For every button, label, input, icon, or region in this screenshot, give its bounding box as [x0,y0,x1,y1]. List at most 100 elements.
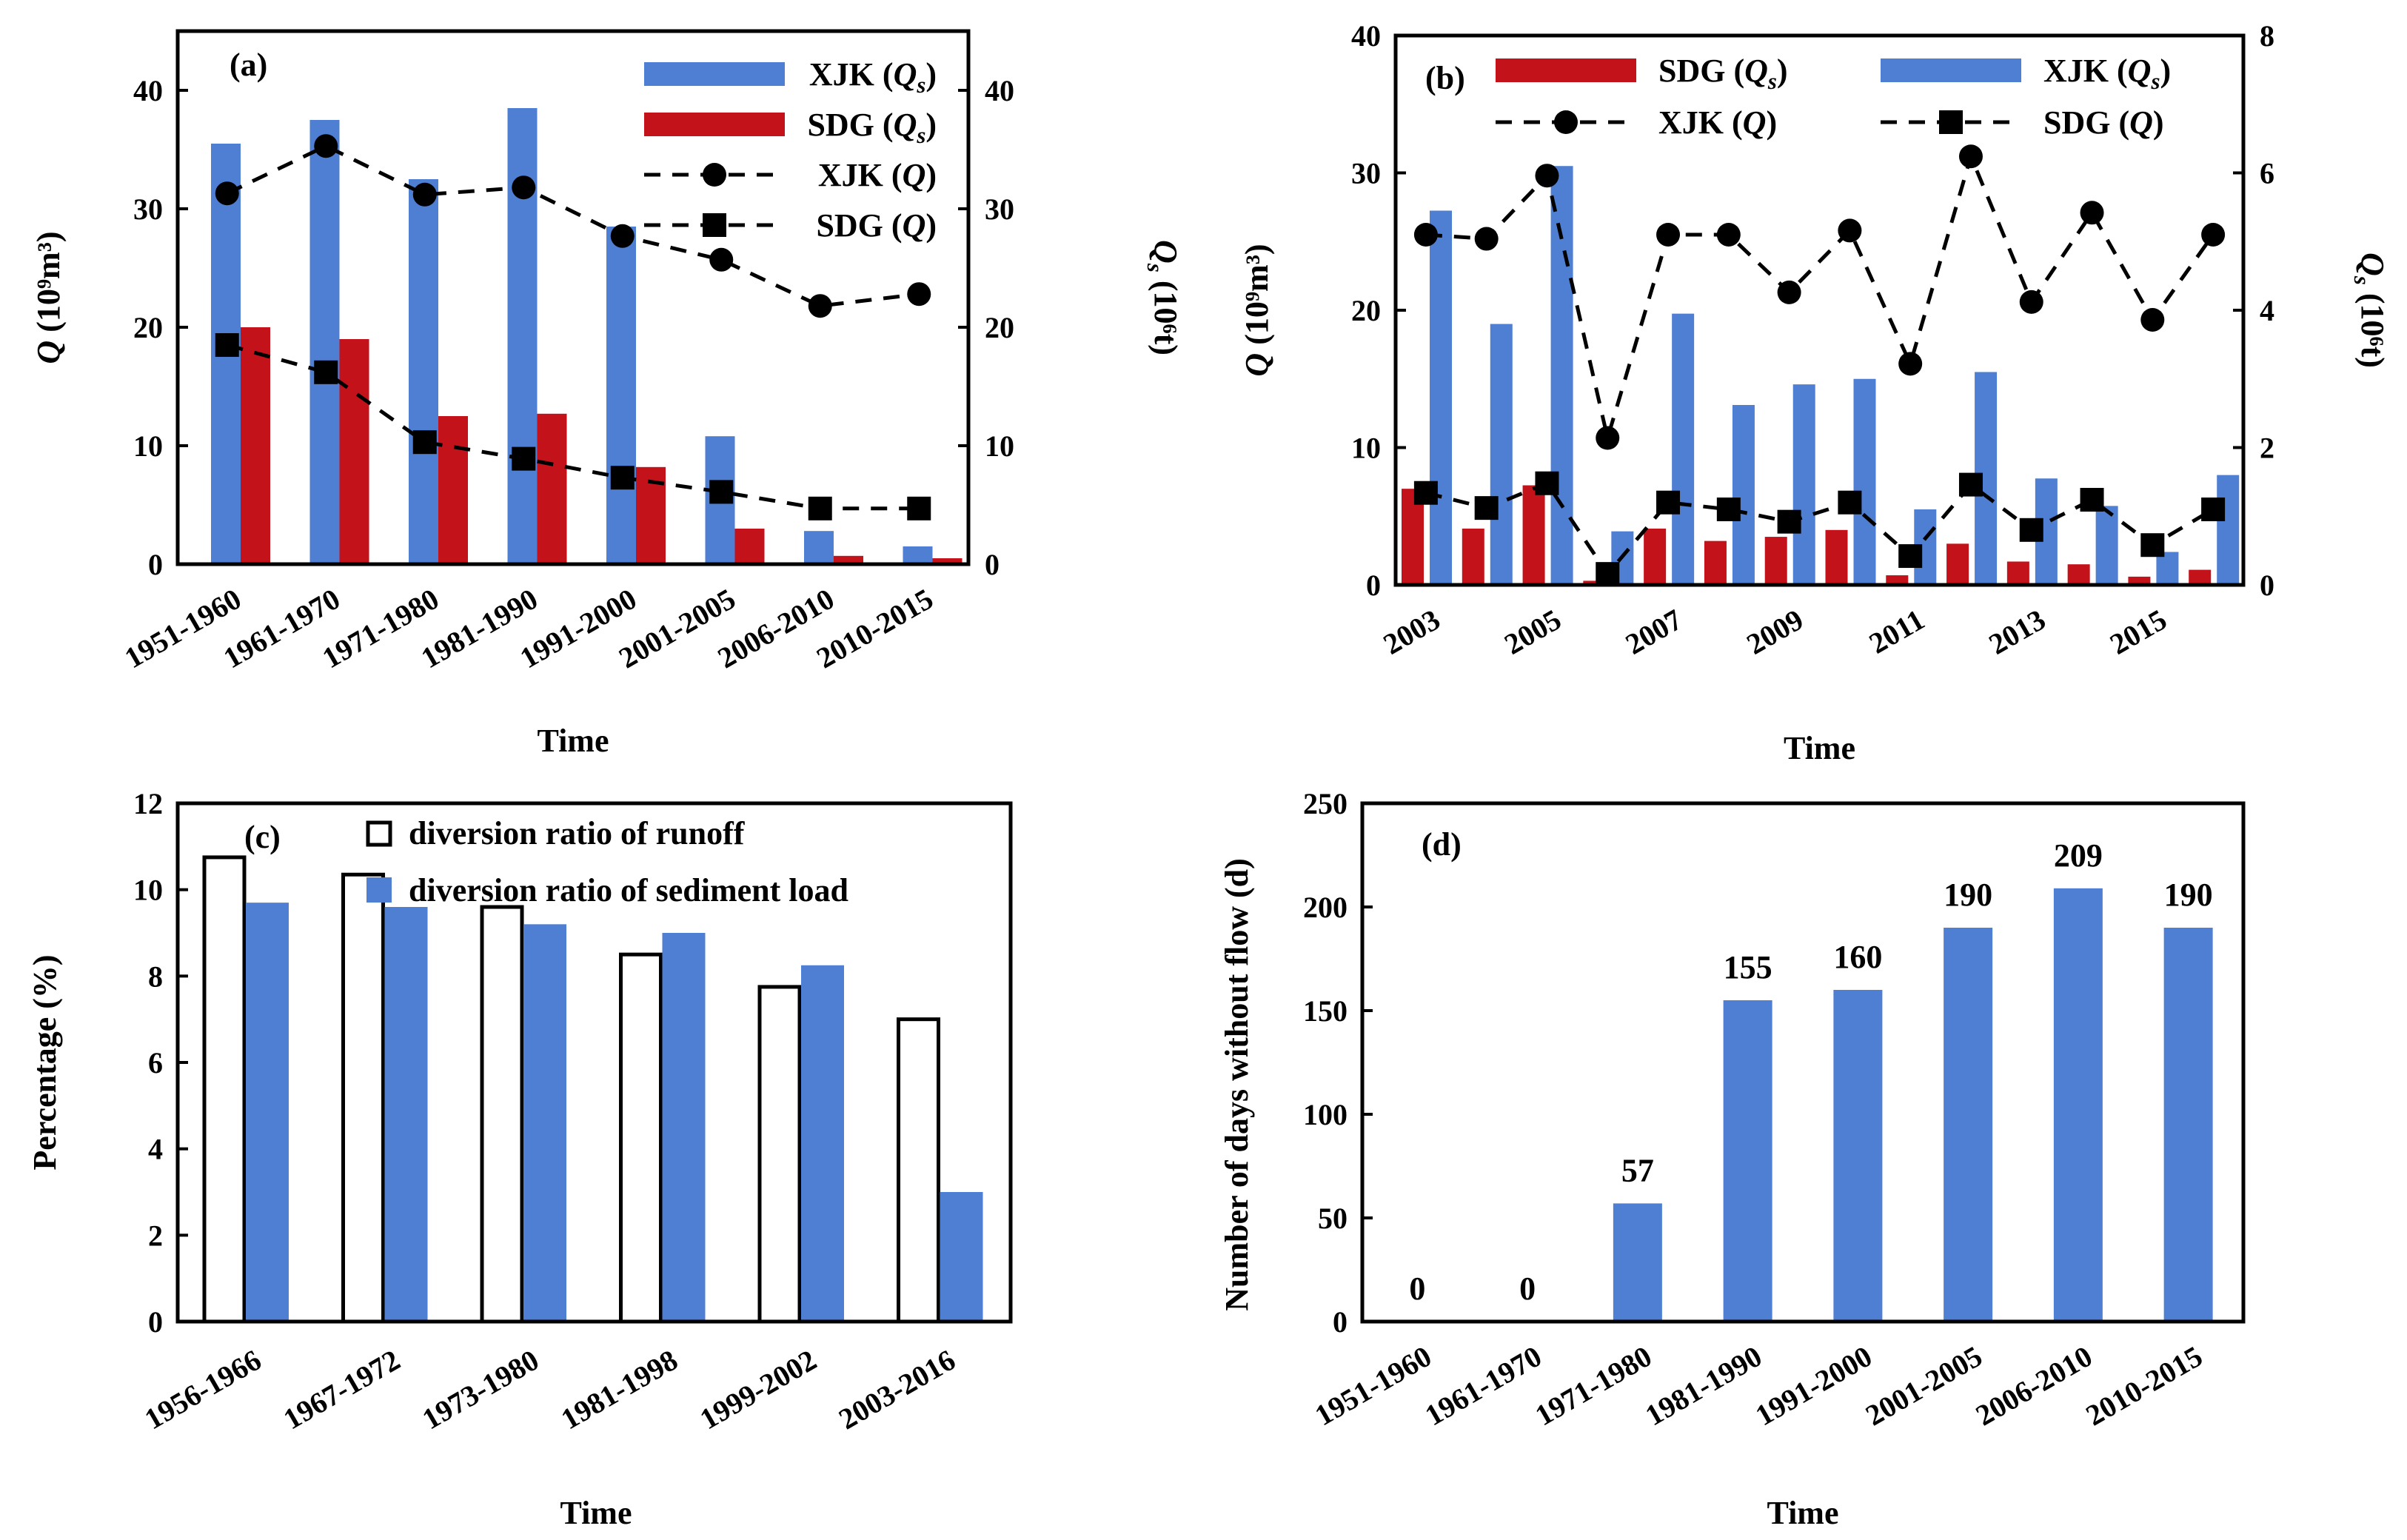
bar-xjkqs [804,531,834,564]
bar-xjkqs [409,179,438,564]
bar-xjkqs [1430,210,1452,585]
y-tick-label: 6 [148,1046,163,1079]
marker-xjkq [1958,144,1983,169]
legend-marker [703,163,726,187]
legend-swatch [1496,58,1636,82]
y-right-tick-label: 8 [2260,19,2274,53]
marker-sdgq [1596,562,1620,586]
panel-c-chart: 0 2 4 6 8 10 12 (c) diversion ratio of runoff div… [27,787,1013,1531]
bar-xjkqs [1490,324,1513,585]
marker-xjkq [907,282,931,307]
marker-sdgq [610,466,635,490]
bar-no-flow-days [2163,928,2213,1322]
legend-label: XJK (Q) [818,157,937,193]
bar-runoff [480,905,524,1324]
y-tick-label: 10 [1351,432,1381,465]
x-tick-label: 1971-1980 [1530,1339,1658,1433]
plot-frame [1360,801,2246,1324]
x-tick-label: 2011 [1864,603,1930,660]
y-tick-label: 0 [148,548,163,581]
x-tick-label: 2015 [2104,603,2172,661]
panel-label: (b) [1425,60,1465,96]
y-axis-label: Percentage (%) [27,954,63,1170]
marker-sdgq [512,446,536,471]
x-axis-label: Time [1784,730,1855,766]
bar-sediment [246,903,289,1322]
x-tick-label: 1991-2000 [1750,1339,1878,1433]
bar-sdgqs [339,339,369,564]
data-label: 209 [2054,837,2103,874]
panel-a-chart: 0 10 20 30 40 0 10 20 30 40 (a) XJK (Qs) SDG (Qs) XJK… [30,29,1184,759]
x-tick-label: 2003 [1378,603,1446,661]
bar-runoff [619,952,663,1324]
marker-xjkq [2140,307,2165,332]
bar-xjkqs [1792,384,1815,585]
marker-xjkq [808,294,832,318]
marker-sdgq [2201,497,2226,521]
y-tick-label: 0 [1366,569,1381,602]
legend-swatch [366,877,392,903]
y-right-axis-label: Qs (10⁶t) [1142,240,1184,355]
bar-sediment [662,933,706,1322]
y-right-tick-label: 30 [985,192,1014,226]
marker-xjkq [1656,222,1681,247]
bar-xjkqs [2156,552,2179,585]
bar-sdgqs [537,413,567,564]
bar-sdgqs [1462,528,1484,585]
bar-xjkqs [1550,166,1573,586]
bar-runoff [757,985,802,1324]
x-tick-label: 1981-1990 [1640,1339,1768,1433]
y-axis-label: Number of days without flow (d) [1219,858,1255,1311]
bar-sdgqs [2189,569,2212,585]
marker-xjkq [2019,289,2043,314]
marker-xjkq [215,181,239,206]
bar-no-flow-days [1833,990,1883,1322]
y-tick-label: 20 [1351,294,1381,327]
data-label: 155 [1724,949,1772,985]
y-axis-label: Q (10⁹m³) [1239,244,1275,376]
y-right-tick-label: 10 [985,429,1014,463]
marker-xjkq [709,247,734,272]
bar-runoff [897,1017,940,1324]
x-tick-label: 2009 [1741,603,1809,661]
x-tick-label: 1973-1980 [417,1343,545,1436]
marker-xjkq [2080,201,2104,225]
y-right-tick-label: 20 [985,311,1014,344]
y-tick-label: 200 [1303,891,1348,924]
legend-swatch [644,113,785,136]
y-tick-label: 12 [133,787,163,820]
marker-sdgq [215,333,239,357]
marker-xjkq [1413,222,1438,247]
bar-sdgqs [1946,543,1969,585]
marker-xjkq [412,182,437,207]
marker-xjkq [314,134,338,158]
marker-sdgq [2140,533,2165,558]
legend-marker [1554,110,1578,134]
marker-sdgq [1777,509,1801,534]
legend-label: SDG (Q) [2043,104,2164,141]
bar-no-flow-days [1613,1203,1662,1322]
x-tick-label: 1999-2002 [694,1343,823,1436]
marker-xjkq [2201,222,2226,247]
legend-label: SDG (Qs) [807,107,937,148]
marker-sdgq [2080,487,2104,512]
y-right-tick-label: 0 [985,548,1000,581]
marker-xjkq [1535,164,1559,188]
marker-xjkq [1716,222,1741,247]
x-axis-label: Time [560,1495,632,1531]
legend-label: XJK (Qs) [809,56,937,98]
panel-label: (a) [230,47,267,83]
line-xjkq [226,144,920,308]
y-tick-label: 50 [1318,1202,1348,1235]
legend-marker [703,213,726,237]
legend-marker [1939,110,1963,134]
bar-no-flow-days [2053,888,2103,1322]
y-right-axis-label: Qs (10⁶t) [2349,252,2391,368]
y-right-tick-label: 40 [985,74,1014,107]
y-right-tick-label: 6 [2260,157,2274,190]
y-tick-label: 30 [133,192,163,226]
x-tick-label: 1981-1998 [555,1343,683,1436]
x-tick-label: 1956-1966 [139,1343,267,1436]
bar-sdgqs [834,555,863,564]
marker-sdgq [1535,471,1559,495]
